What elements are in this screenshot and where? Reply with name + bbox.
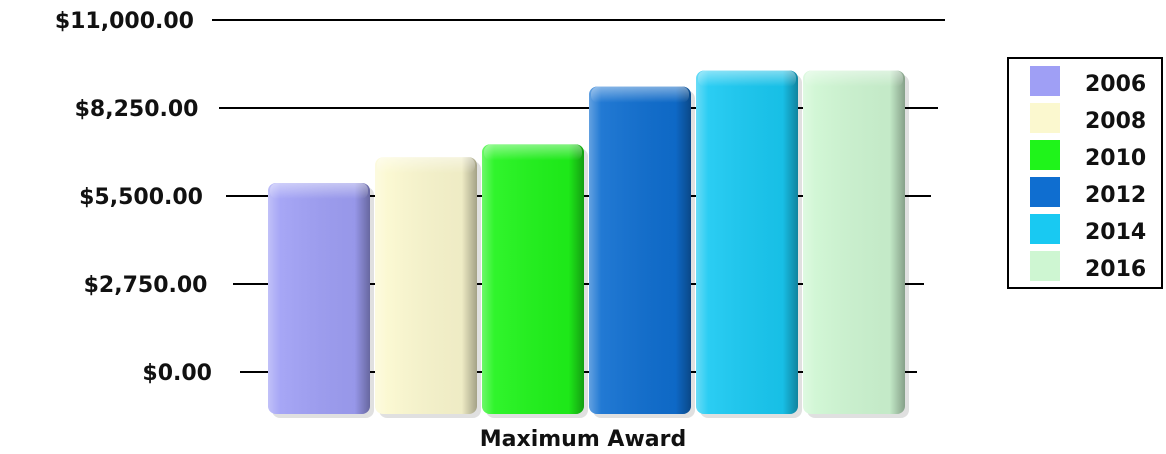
legend: 2006 2008 2010 2012 2014 2016 [1007,57,1163,289]
legend-swatch-2012 [1030,177,1060,207]
bar-2008 [375,157,481,419]
legend-swatch-2016 [1030,251,1060,281]
y-axis-tick-labels: $0.00 $2,750.00 $5,500.00 $8,250.00 $11,000.… [55,9,212,386]
bar-2014 [696,70,802,419]
bars [268,70,909,419]
x-axis-label: Maximum Award [480,427,686,452]
legend-swatch-2010 [1030,140,1060,170]
legend-label-2008: 2008 [1085,109,1146,134]
legend-swatch-2006 [1030,66,1060,96]
legend-label-2010: 2010 [1085,146,1146,171]
legend-swatch-2008 [1030,103,1060,133]
legend-label-2012: 2012 [1085,183,1146,208]
legend-label-2016: 2016 [1085,257,1146,282]
bar-2006 [268,182,374,418]
legend-label-2006: 2006 [1085,72,1146,97]
y-tick-label: $2,750.00 [84,273,208,298]
y-tick-label: $11,000.00 [55,9,194,34]
bar-2016 [803,70,909,419]
y-tick-label: $5,500.00 [79,185,203,210]
y-tick-label: $0.00 [142,361,212,386]
legend-swatch-2014 [1030,214,1060,244]
legend-label-2014: 2014 [1085,220,1146,245]
bar-2012 [589,86,695,418]
bar-2010 [482,144,588,418]
y-tick-label: $8,250.00 [75,97,199,122]
legend-box [1007,57,1163,289]
